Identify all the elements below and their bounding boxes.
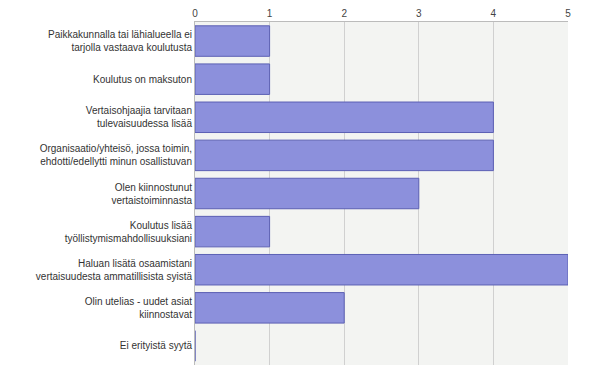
svg-text:Organisaatio/yhteisö, jossa to: Organisaatio/yhteisö, jossa toimin,ehdot… — [40, 143, 192, 167]
svg-text:Ei erityistä syytä: Ei erityistä syytä — [120, 340, 193, 351]
svg-text:Paikkakunnalla tai lähialueell: Paikkakunnalla tai lähialueella eitarjol… — [48, 29, 192, 53]
svg-text:0: 0 — [192, 8, 198, 19]
svg-text:3: 3 — [416, 8, 422, 19]
svg-text:5: 5 — [565, 8, 571, 19]
svg-text:Olin utelias - uudet asiatkiin: Olin utelias - uudet asiatkiinnostavat — [85, 296, 193, 320]
svg-text:Koulutus lisäätyöllistymismahd: Koulutus lisäätyöllistymismahdollisuuksi… — [65, 220, 193, 244]
svg-text:Koulutus on maksuton: Koulutus on maksuton — [93, 74, 192, 85]
svg-text:Haluan lisätä osaamistaniverta: Haluan lisätä osaamistanivertaisuudesta … — [36, 258, 193, 282]
svg-text:Vertaisohjaajia tarvitaantulev: Vertaisohjaajia tarvitaantulevaisuudessa… — [86, 105, 193, 129]
svg-text:4: 4 — [491, 8, 497, 19]
svg-text:1: 1 — [267, 8, 273, 19]
svg-text:Olen kiinnostunutvertaistoimin: Olen kiinnostunutvertaistoiminnasta — [111, 182, 192, 206]
svg-text:2: 2 — [341, 8, 347, 19]
